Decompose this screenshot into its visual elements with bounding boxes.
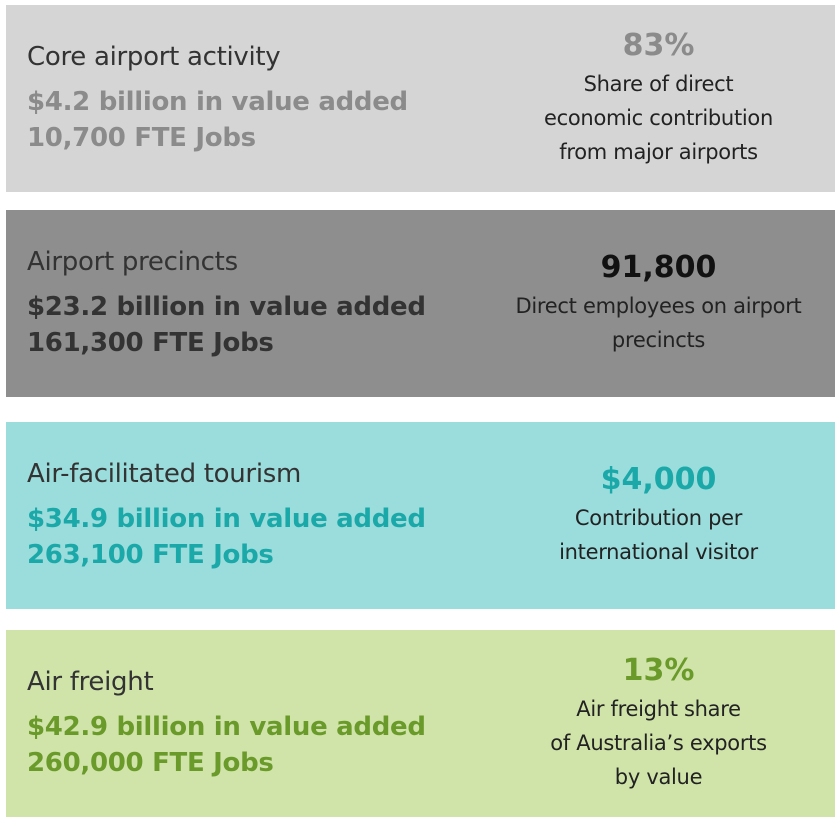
stat: 13% <box>622 653 695 688</box>
value-added: $23.2 billion in value added <box>27 291 426 322</box>
jobs: 10,700 FTE Jobs <box>27 122 256 153</box>
panel-left: Air freight $42.9 billion in value added 2… <box>27 630 426 817</box>
panel-left: Core airport activity $4.2 billion in val… <box>27 5 408 192</box>
stat: 91,800 <box>600 250 717 285</box>
stat-description: by value <box>614 765 703 789</box>
stat: 83% <box>622 28 695 63</box>
panel-title: Air-facilitated tourism <box>27 458 302 489</box>
panel-right: 13% Air freight share of Australia’s expor… <box>476 630 835 817</box>
value-added: $42.9 billion in value added <box>27 711 426 742</box>
stat-description: Air freight share <box>576 697 741 721</box>
panel-title: Air freight <box>27 666 154 697</box>
stat-description: precincts <box>611 328 706 352</box>
jobs: 260,000 FTE Jobs <box>27 747 274 778</box>
stat-description: Share of direct <box>583 72 734 96</box>
stat: $4,000 <box>600 462 717 497</box>
panel-title: Airport precincts <box>27 246 238 277</box>
panel-right: $4,000 Contribution per international visi… <box>476 422 835 609</box>
jobs: 161,300 FTE Jobs <box>27 327 274 358</box>
jobs: 263,100 FTE Jobs <box>27 539 274 570</box>
stat-description: Contribution per <box>574 506 743 530</box>
panel-title: Core airport activity <box>27 41 281 72</box>
panel-right: 91,800 Direct employees on airport precinc… <box>476 210 835 397</box>
panel: Airport precincts $23.2 billion in value … <box>6 210 835 397</box>
panel-left: Airport precincts $23.2 billion in value … <box>27 210 426 397</box>
value-added: $34.9 billion in value added <box>27 503 426 534</box>
stat-description: of Australia’s exports <box>550 731 767 755</box>
value-added: $4.2 billion in value added <box>27 86 408 117</box>
panel-right: 83% Share of direct economic contribution f… <box>476 5 835 192</box>
panel: Core airport activity $4.2 billion in val… <box>6 5 835 192</box>
stat-description: Direct employees on airport <box>515 294 802 318</box>
panel-left: Air-facilitated tourism $34.9 billion in … <box>27 422 426 609</box>
panel: Air freight $42.9 billion in value added 2… <box>6 630 835 817</box>
stat-description: international visitor <box>559 540 758 564</box>
stat-description: from major airports <box>559 140 758 164</box>
panel: Air-facilitated tourism $34.9 billion in … <box>6 422 835 609</box>
stat-description: economic contribution <box>544 106 773 130</box>
